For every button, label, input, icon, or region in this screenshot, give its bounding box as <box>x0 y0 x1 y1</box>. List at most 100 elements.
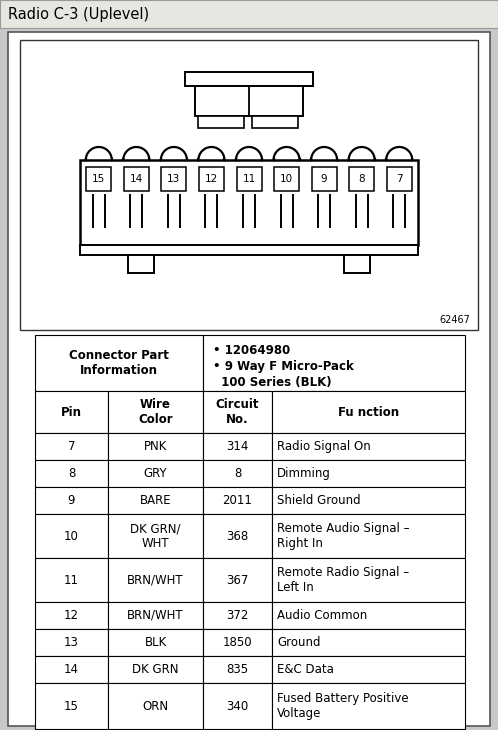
Text: E&C Data: E&C Data <box>277 663 334 676</box>
Text: Shield Ground: Shield Ground <box>277 494 361 507</box>
Text: 1850: 1850 <box>223 636 252 649</box>
Bar <box>35 460 108 487</box>
Bar <box>35 335 203 391</box>
Bar <box>199 167 224 191</box>
Bar <box>203 460 272 487</box>
Text: Wire
Color: Wire Color <box>138 398 173 426</box>
Text: Fused Battery Positive
Voltage: Fused Battery Positive Voltage <box>277 692 409 720</box>
Bar <box>108 460 203 487</box>
Text: BARE: BARE <box>139 494 171 507</box>
Bar <box>35 683 108 729</box>
Text: 12: 12 <box>64 609 79 622</box>
Bar <box>108 433 203 460</box>
Text: DK GRN: DK GRN <box>132 663 179 676</box>
Bar <box>237 167 261 191</box>
Bar <box>252 116 298 128</box>
Text: 13: 13 <box>64 636 79 649</box>
Bar <box>274 167 299 191</box>
Text: 340: 340 <box>227 699 249 712</box>
Bar <box>203 602 272 629</box>
Bar <box>272 602 465 629</box>
Text: Radio C-3 (Uplevel): Radio C-3 (Uplevel) <box>8 7 149 21</box>
Bar <box>203 683 272 729</box>
Bar <box>108 487 203 514</box>
Text: GRY: GRY <box>144 467 167 480</box>
Bar <box>161 167 186 191</box>
Text: 314: 314 <box>226 440 249 453</box>
Bar <box>203 391 272 433</box>
Text: Fu nction: Fu nction <box>338 405 399 418</box>
Bar <box>35 514 108 558</box>
Bar <box>203 487 272 514</box>
Bar <box>203 629 272 656</box>
Text: Dimming: Dimming <box>277 467 331 480</box>
Text: • 9 Way F Micro-Pack: • 9 Way F Micro-Pack <box>213 360 354 373</box>
Bar <box>20 40 478 330</box>
Text: Remote Audio Signal –
Right In: Remote Audio Signal – Right In <box>277 522 409 550</box>
Text: 11: 11 <box>243 174 255 184</box>
Bar <box>272 460 465 487</box>
Text: 8: 8 <box>234 467 241 480</box>
Text: 9: 9 <box>68 494 75 507</box>
Text: BRN/WHT: BRN/WHT <box>127 574 184 586</box>
Text: 100 Series (BLK): 100 Series (BLK) <box>213 376 332 389</box>
Bar <box>108 683 203 729</box>
Text: 14: 14 <box>64 663 79 676</box>
Text: 7: 7 <box>396 174 402 184</box>
Text: PNK: PNK <box>144 440 167 453</box>
Bar <box>312 167 337 191</box>
Text: BRN/WHT: BRN/WHT <box>127 609 184 622</box>
Text: Connector Part
Information: Connector Part Information <box>69 349 169 377</box>
Bar <box>108 391 203 433</box>
Text: 15: 15 <box>92 174 106 184</box>
Bar <box>35 487 108 514</box>
Text: • 12064980: • 12064980 <box>213 344 290 357</box>
Bar <box>35 391 108 433</box>
Bar <box>108 629 203 656</box>
Text: Audio Common: Audio Common <box>277 609 367 622</box>
Text: 10: 10 <box>64 529 79 542</box>
Text: BLK: BLK <box>144 636 167 649</box>
Bar <box>35 629 108 656</box>
Bar <box>272 558 465 602</box>
Bar <box>272 656 465 683</box>
Bar <box>203 514 272 558</box>
Text: 9: 9 <box>321 174 327 184</box>
Text: 10: 10 <box>280 174 293 184</box>
Bar <box>349 167 374 191</box>
Bar <box>272 487 465 514</box>
Bar <box>128 255 154 273</box>
Bar <box>35 656 108 683</box>
Bar <box>35 558 108 602</box>
Bar <box>185 72 313 86</box>
Bar <box>124 167 149 191</box>
Text: 367: 367 <box>226 574 249 586</box>
Text: Radio Signal On: Radio Signal On <box>277 440 371 453</box>
Bar <box>203 335 465 391</box>
Bar <box>203 558 272 602</box>
Bar <box>108 558 203 602</box>
Text: 15: 15 <box>64 699 79 712</box>
Text: 2011: 2011 <box>223 494 252 507</box>
Text: 368: 368 <box>227 529 249 542</box>
Text: Remote Radio Signal –
Left In: Remote Radio Signal – Left In <box>277 566 409 594</box>
Text: 62467: 62467 <box>439 315 470 325</box>
Text: ORN: ORN <box>142 699 168 712</box>
Bar <box>203 656 272 683</box>
Bar <box>272 391 465 433</box>
Text: 14: 14 <box>129 174 143 184</box>
Bar <box>344 255 370 273</box>
Text: 835: 835 <box>227 663 249 676</box>
Text: 12: 12 <box>205 174 218 184</box>
Bar <box>35 602 108 629</box>
Bar <box>80 160 418 245</box>
Bar <box>272 683 465 729</box>
Bar <box>272 629 465 656</box>
Text: 372: 372 <box>226 609 249 622</box>
Bar <box>272 433 465 460</box>
Bar <box>0 0 498 28</box>
Bar <box>203 433 272 460</box>
Text: 11: 11 <box>64 574 79 586</box>
Text: 8: 8 <box>68 467 75 480</box>
Text: 8: 8 <box>359 174 365 184</box>
